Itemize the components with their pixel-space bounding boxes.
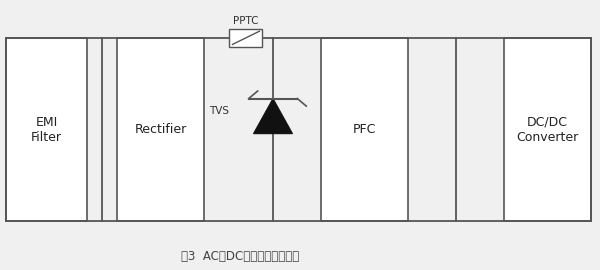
Text: TVS: TVS (209, 106, 229, 116)
Text: DC/DC
Converter: DC/DC Converter (517, 116, 578, 144)
Text: PPTC: PPTC (233, 16, 259, 26)
Polygon shape (254, 99, 293, 134)
Bar (321, 38, 408, 221)
Bar (6, 38, 87, 221)
Bar (504, 38, 591, 221)
Text: 图3  AC转DC后防护电路示意图: 图3 AC转DC后防护电路示意图 (181, 250, 299, 263)
Text: Rectifier: Rectifier (134, 123, 187, 136)
Bar (117, 38, 204, 221)
Text: PFC: PFC (353, 123, 376, 136)
Text: EMI
Filter: EMI Filter (31, 116, 62, 144)
Bar (229, 29, 262, 46)
